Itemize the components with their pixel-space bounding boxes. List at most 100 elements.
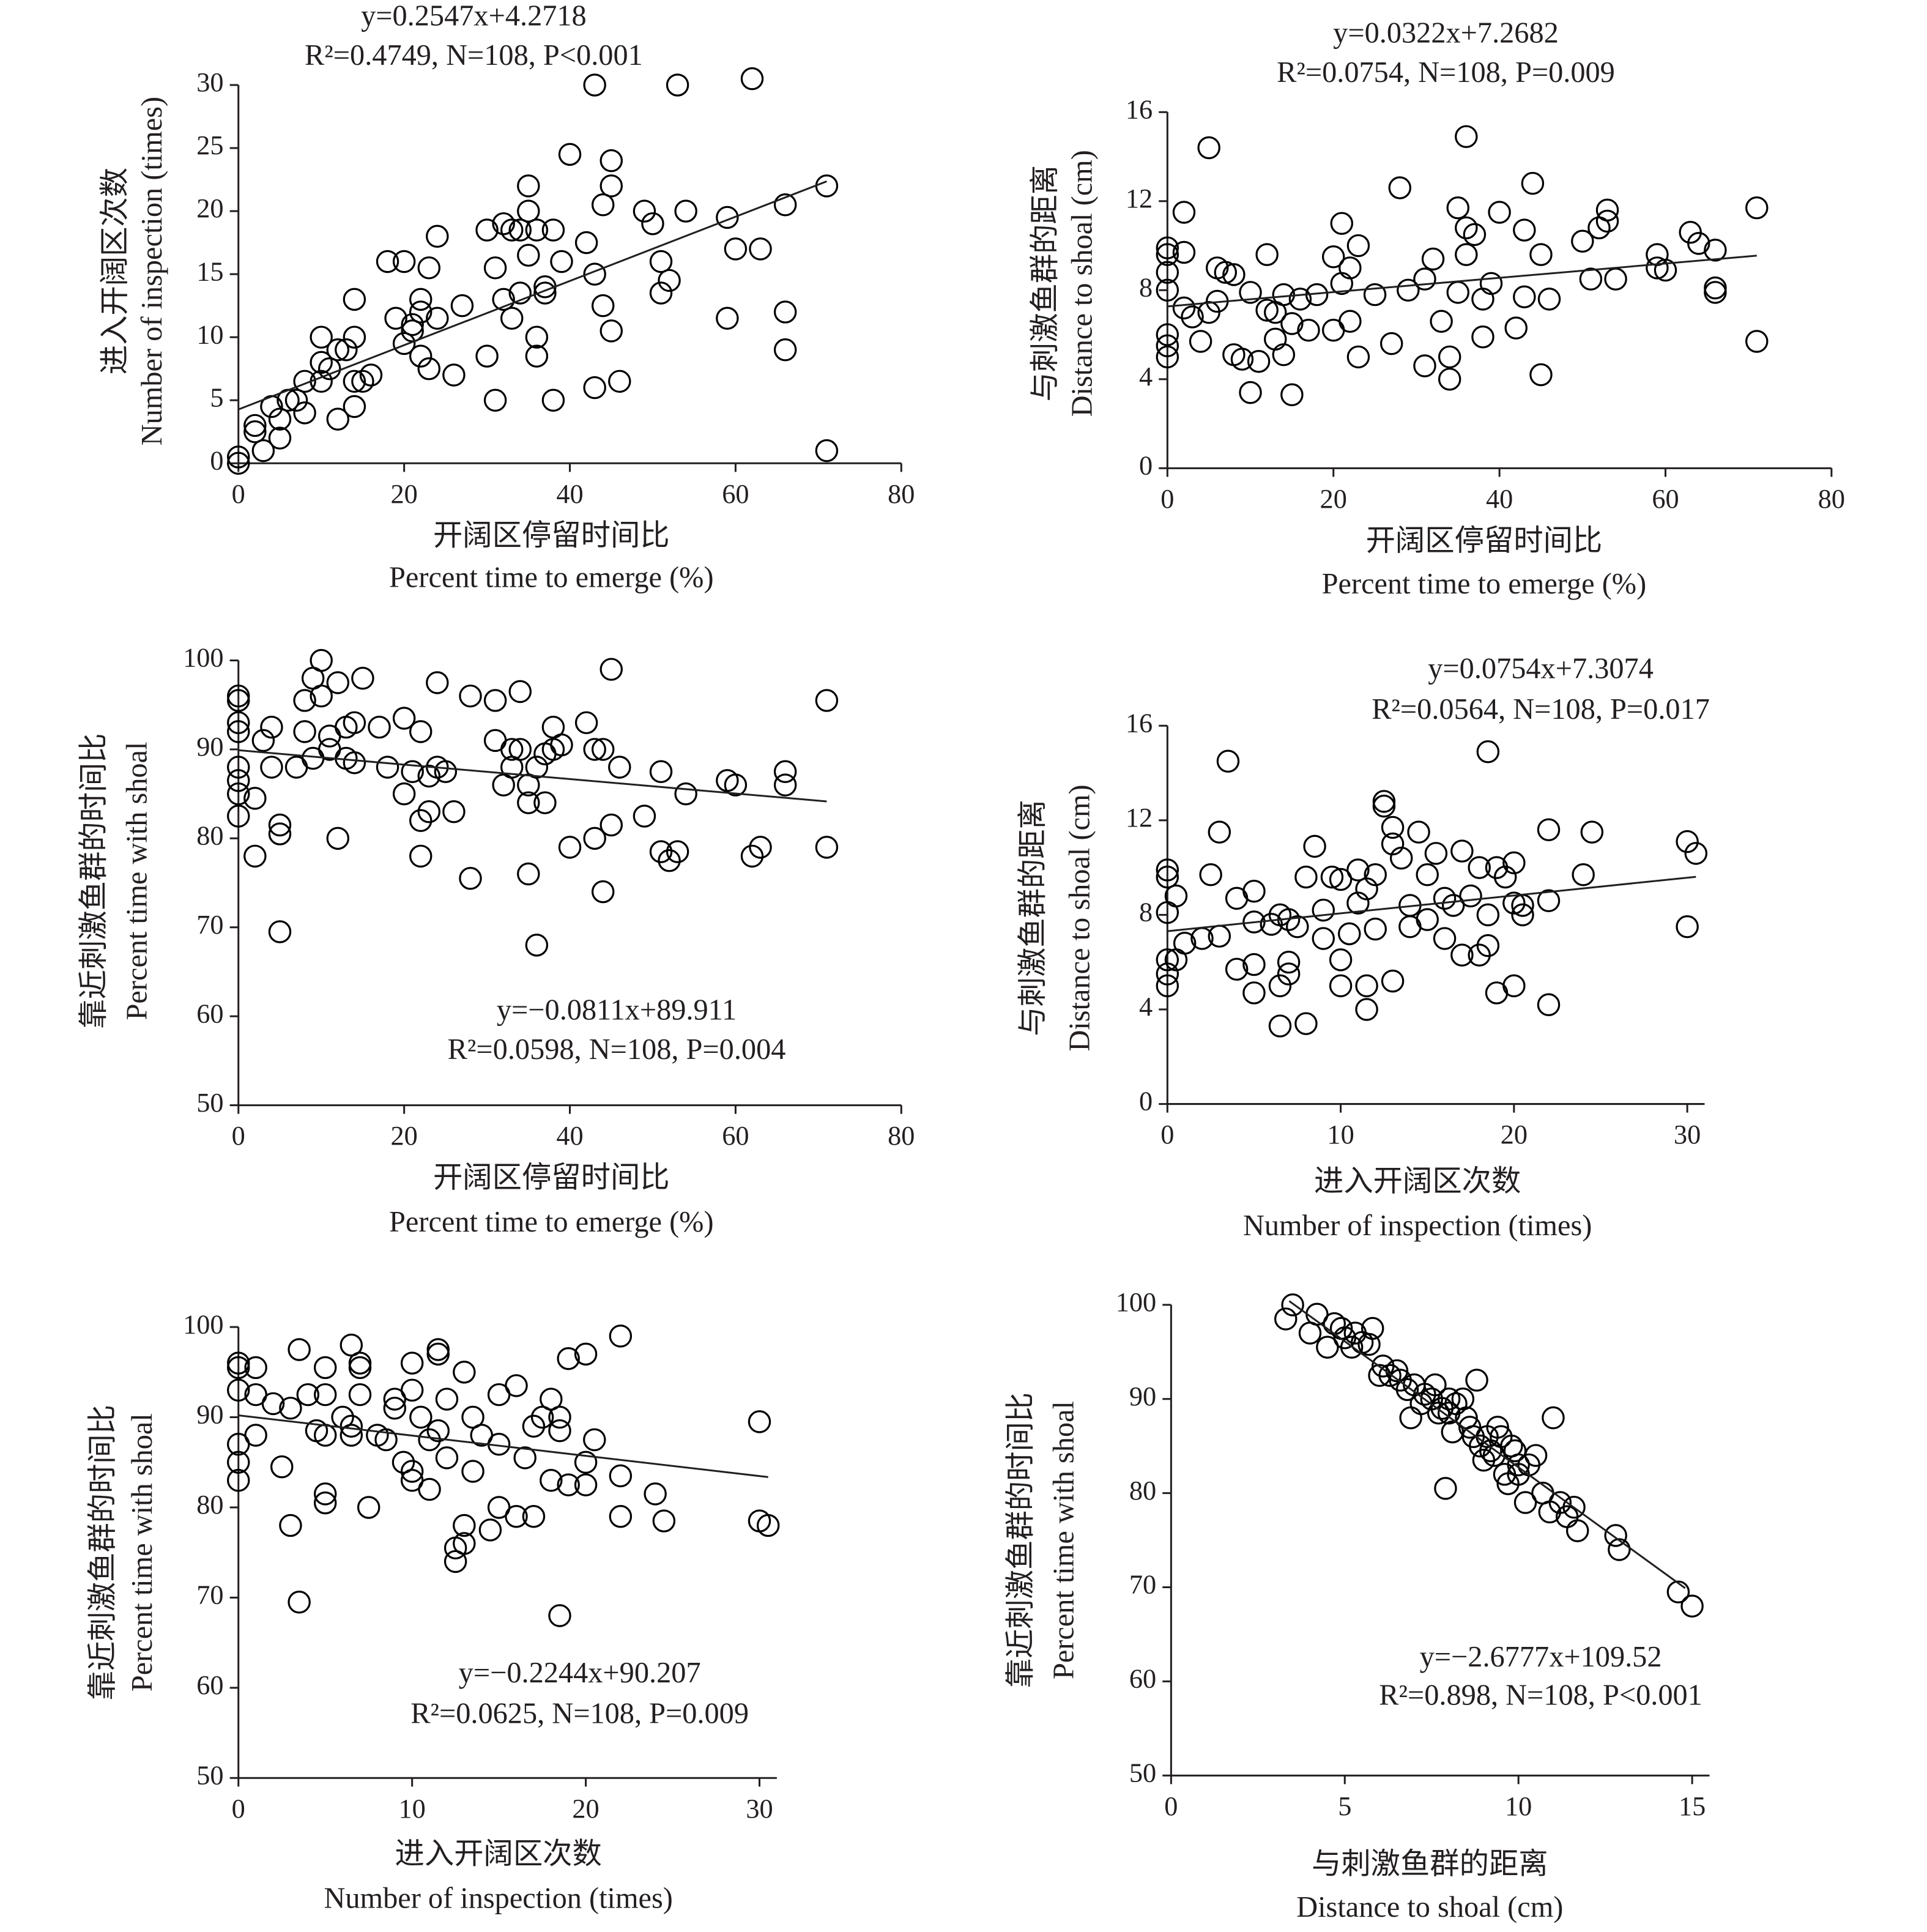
data-point	[1281, 1293, 1304, 1317]
y-tick-label: 100	[1116, 1287, 1156, 1317]
data-point	[313, 1356, 337, 1380]
y-tick-label: 12	[1126, 803, 1153, 833]
data-point	[1355, 877, 1378, 901]
data-point	[426, 307, 449, 330]
data-point	[574, 1342, 598, 1366]
data-point	[1172, 296, 1196, 320]
data-point	[376, 250, 399, 273]
data-point	[400, 1460, 424, 1483]
data-point	[1604, 267, 1627, 291]
data-point	[773, 338, 797, 362]
y-tick-label: 16	[1126, 94, 1153, 124]
data-point	[343, 751, 366, 775]
trend-line	[238, 1414, 768, 1478]
data-point	[633, 804, 656, 828]
data-point	[525, 756, 549, 779]
data-point	[1571, 229, 1594, 253]
data-point	[1421, 247, 1445, 271]
y-tick-label: 100	[183, 1309, 223, 1339]
data-point	[749, 237, 772, 261]
data-point	[1214, 261, 1238, 284]
data-point	[1529, 243, 1553, 266]
data-point	[1156, 261, 1179, 284]
data-point	[633, 199, 656, 223]
data-point	[600, 149, 623, 173]
data-point	[773, 300, 797, 324]
data-point	[1239, 381, 1262, 404]
data-point	[1646, 256, 1669, 280]
data-point	[1156, 243, 1179, 266]
data-point	[293, 401, 316, 425]
data-point	[459, 867, 482, 890]
data-point	[357, 1496, 381, 1519]
y-axis-label: 靠近刺激鱼群的时间比	[86, 1405, 119, 1700]
data-point	[483, 729, 507, 752]
data-point	[773, 193, 797, 217]
data-point	[608, 756, 631, 779]
x-tick-label: 0	[232, 1794, 245, 1824]
data-point	[1242, 981, 1266, 1005]
data-point	[293, 720, 316, 743]
data-point	[508, 218, 532, 242]
x-tick-label: 20	[1320, 484, 1347, 514]
data-point	[1704, 239, 1727, 262]
data-point	[748, 1410, 771, 1433]
data-point	[392, 1451, 415, 1474]
data-point	[268, 407, 292, 431]
y-tick-label: 80	[1129, 1476, 1156, 1506]
data-point	[401, 313, 424, 336]
y-tick-label: 0	[1139, 1087, 1153, 1116]
data-point	[815, 689, 839, 712]
trend-line	[1167, 255, 1757, 308]
data-point	[450, 294, 474, 318]
annotation: R²=0.0598, N=108, P=0.004	[448, 1033, 786, 1066]
x-axis-label: 进入开阔区次数	[395, 1838, 602, 1870]
data-point	[591, 193, 615, 217]
y-tick-label: 20	[196, 193, 223, 223]
data-point	[591, 294, 615, 318]
data-point	[1230, 347, 1254, 371]
data-point	[815, 836, 839, 859]
data-point	[343, 288, 366, 311]
data-point	[609, 1325, 633, 1348]
data-point	[583, 376, 606, 399]
data-point	[583, 1428, 606, 1452]
data-point	[343, 711, 366, 735]
data-point	[1379, 332, 1403, 355]
data-point	[1524, 1444, 1548, 1467]
data-point	[666, 73, 689, 97]
data-point	[1297, 319, 1320, 342]
data-point	[666, 840, 689, 863]
data-point	[517, 791, 540, 814]
data-point	[513, 1446, 537, 1469]
x-tick-label: 40	[556, 479, 583, 509]
data-point	[1172, 201, 1196, 224]
data-point	[1493, 865, 1517, 889]
x-tick-label: 20	[1501, 1120, 1528, 1150]
data-point	[1312, 927, 1335, 950]
data-point	[1513, 1491, 1537, 1514]
data-point	[1268, 1014, 1292, 1038]
data-point	[279, 1514, 302, 1537]
data-point	[326, 671, 350, 694]
data-point	[1507, 1453, 1530, 1477]
data-point	[1255, 243, 1279, 266]
y-tick-label: 4	[1139, 362, 1153, 392]
data-point	[492, 212, 515, 236]
data-point	[756, 1514, 780, 1537]
data-point	[1676, 830, 1699, 853]
data-point	[558, 836, 582, 859]
data-point	[1361, 1317, 1384, 1340]
y-axis-label: Distance to shoal (cm)	[1063, 784, 1096, 1051]
data-point	[574, 711, 598, 735]
data-point	[1416, 908, 1439, 931]
annotation: R²=0.0625, N=108, P=0.009	[410, 1698, 749, 1730]
data-point	[1294, 1012, 1318, 1035]
data-point	[1459, 884, 1482, 908]
data-point	[525, 325, 549, 349]
data-point	[418, 1477, 441, 1501]
y-tick-label: 60	[196, 1670, 223, 1700]
data-point	[1479, 1439, 1502, 1463]
data-point	[1339, 310, 1362, 333]
y-tick-label: 80	[196, 1490, 223, 1520]
